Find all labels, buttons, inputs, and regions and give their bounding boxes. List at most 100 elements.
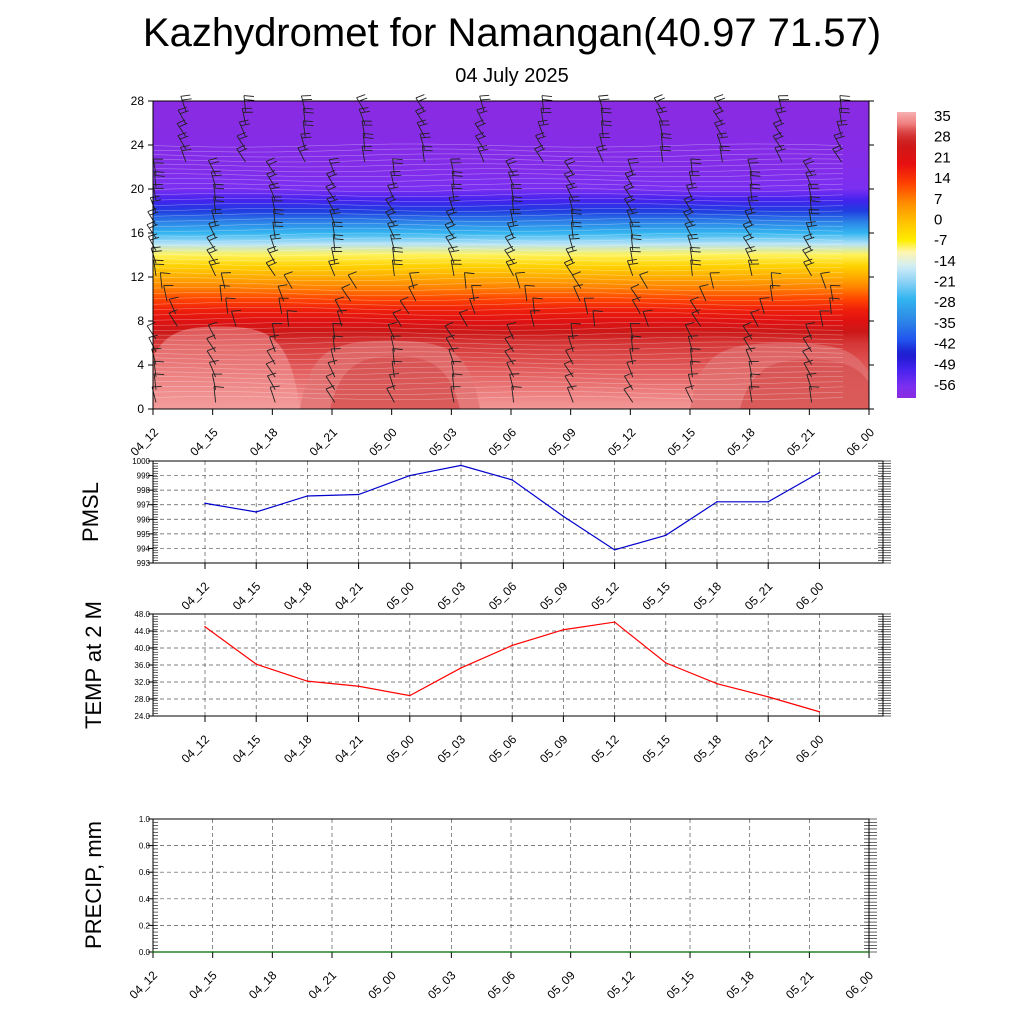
data-point — [204, 625, 206, 628]
wind-barb — [177, 132, 189, 150]
wind-barb — [479, 94, 491, 112]
y-tick-label: 16 — [131, 226, 145, 240]
wind-barb — [598, 94, 610, 112]
data-point — [357, 493, 360, 496]
wind-barb — [748, 386, 760, 403]
data-point — [716, 501, 718, 503]
data-point — [818, 710, 821, 713]
cross-section-blobs — [153, 326, 869, 409]
contour-line — [153, 178, 844, 183]
y-tick-label: 4 — [137, 358, 144, 372]
x-tick-label: 05_15 — [639, 732, 673, 766]
y-tick-label: 993 — [137, 559, 151, 568]
wind-barb — [630, 283, 641, 302]
wind-barb — [458, 309, 469, 327]
panel-frame — [152, 460, 884, 564]
wind-barb — [390, 234, 402, 251]
contour-line — [153, 321, 844, 326]
data-point — [460, 667, 462, 669]
contour-line — [153, 292, 844, 296]
y-tick-label: 1000 — [132, 457, 150, 466]
contour-line — [153, 183, 844, 187]
x-tick-label: 04_18 — [281, 732, 315, 766]
y-axis-label: TEMP at 2 M — [81, 601, 106, 729]
panel-temp: 24.0 28.0 32.0 36.0 40.0 44.0 48.0 04_12 04_15 04… — [81, 601, 891, 766]
wind-barb — [803, 359, 813, 378]
data-point — [767, 696, 769, 698]
y-tick-label: 24.0 — [134, 712, 150, 721]
x-tick-label: 05_06 — [486, 425, 520, 459]
wind-barb — [802, 157, 814, 175]
data-point — [511, 644, 513, 647]
data-point — [613, 621, 616, 623]
wind-barb — [570, 322, 581, 340]
contour-line — [153, 336, 844, 341]
wind-barb — [451, 373, 463, 390]
data-point — [255, 511, 257, 513]
x-tick-label: 05_09 — [544, 968, 578, 1002]
data-point — [716, 682, 718, 685]
x-tick-label: 04_18 — [281, 579, 315, 613]
wind-barb — [325, 385, 336, 403]
x-tick-label: 05_06 — [485, 968, 519, 1002]
wind-barb — [450, 386, 461, 403]
data-point — [511, 479, 513, 481]
x-tick-label: 05_06 — [486, 579, 520, 613]
colorbar-label: -49 — [934, 356, 956, 373]
wind-barb — [508, 170, 520, 188]
contour-line — [153, 257, 844, 262]
contour-line — [153, 247, 844, 252]
x-tick-label: 05_00 — [383, 579, 417, 613]
data-point — [569, 951, 572, 953]
x-tick-label: 05_21 — [784, 425, 818, 459]
wind-barb — [573, 284, 583, 302]
contour-line — [153, 346, 844, 351]
y-tick-label: 28 — [131, 94, 145, 108]
x-tick-label: 05_18 — [691, 732, 725, 766]
wind-barb — [300, 132, 312, 150]
wind-barb — [341, 283, 352, 302]
wind-barb — [511, 196, 523, 213]
data-point — [689, 951, 691, 953]
wind-barb — [213, 386, 224, 403]
wind-barb — [334, 296, 345, 315]
wind-barb — [750, 309, 760, 327]
x-tick-label: 05_15 — [664, 968, 698, 1002]
wind-barb — [689, 296, 700, 315]
wind-barb — [278, 297, 289, 314]
colorbar-label: 14 — [934, 170, 951, 187]
wind-barb — [541, 95, 553, 112]
wind-barb — [267, 245, 279, 264]
data-point — [613, 549, 616, 551]
wind-barb — [505, 258, 518, 277]
wind-barb — [749, 171, 761, 188]
wind-barb — [629, 348, 640, 365]
wind-barb — [336, 309, 347, 327]
wind-barb — [177, 106, 189, 125]
wind-barb — [208, 220, 220, 239]
contour-line — [153, 396, 844, 400]
wind-barb — [570, 208, 582, 226]
x-tick-label: 04_15 — [186, 968, 220, 1002]
wind-barb — [524, 284, 535, 302]
wind-barb — [238, 119, 251, 137]
colorbar-label: -7 — [934, 232, 947, 249]
x-tick-label: 05_21 — [783, 968, 817, 1002]
wind-barb — [210, 170, 222, 188]
wind-barb — [777, 95, 790, 112]
wind-barb — [419, 132, 431, 150]
panel-precip: 0.0 0.2 0.4 0.6 0.8 1.0 04_12 04_15 04_18 04_21 05… — [81, 815, 877, 1002]
y-tick-label: 12 — [131, 270, 145, 284]
wind-barb — [770, 272, 782, 289]
wind-barb — [805, 170, 817, 188]
wind-barb — [506, 322, 517, 340]
contour-line — [153, 341, 844, 346]
wind-barb — [511, 386, 522, 403]
wind-barb — [213, 183, 225, 201]
wind-barb — [592, 310, 603, 327]
wind-barb — [660, 133, 672, 150]
x-tick-label: 04_21 — [332, 579, 366, 613]
data-point — [748, 951, 751, 953]
y-tick-label: 28.0 — [134, 695, 150, 704]
contour-line — [153, 188, 844, 192]
